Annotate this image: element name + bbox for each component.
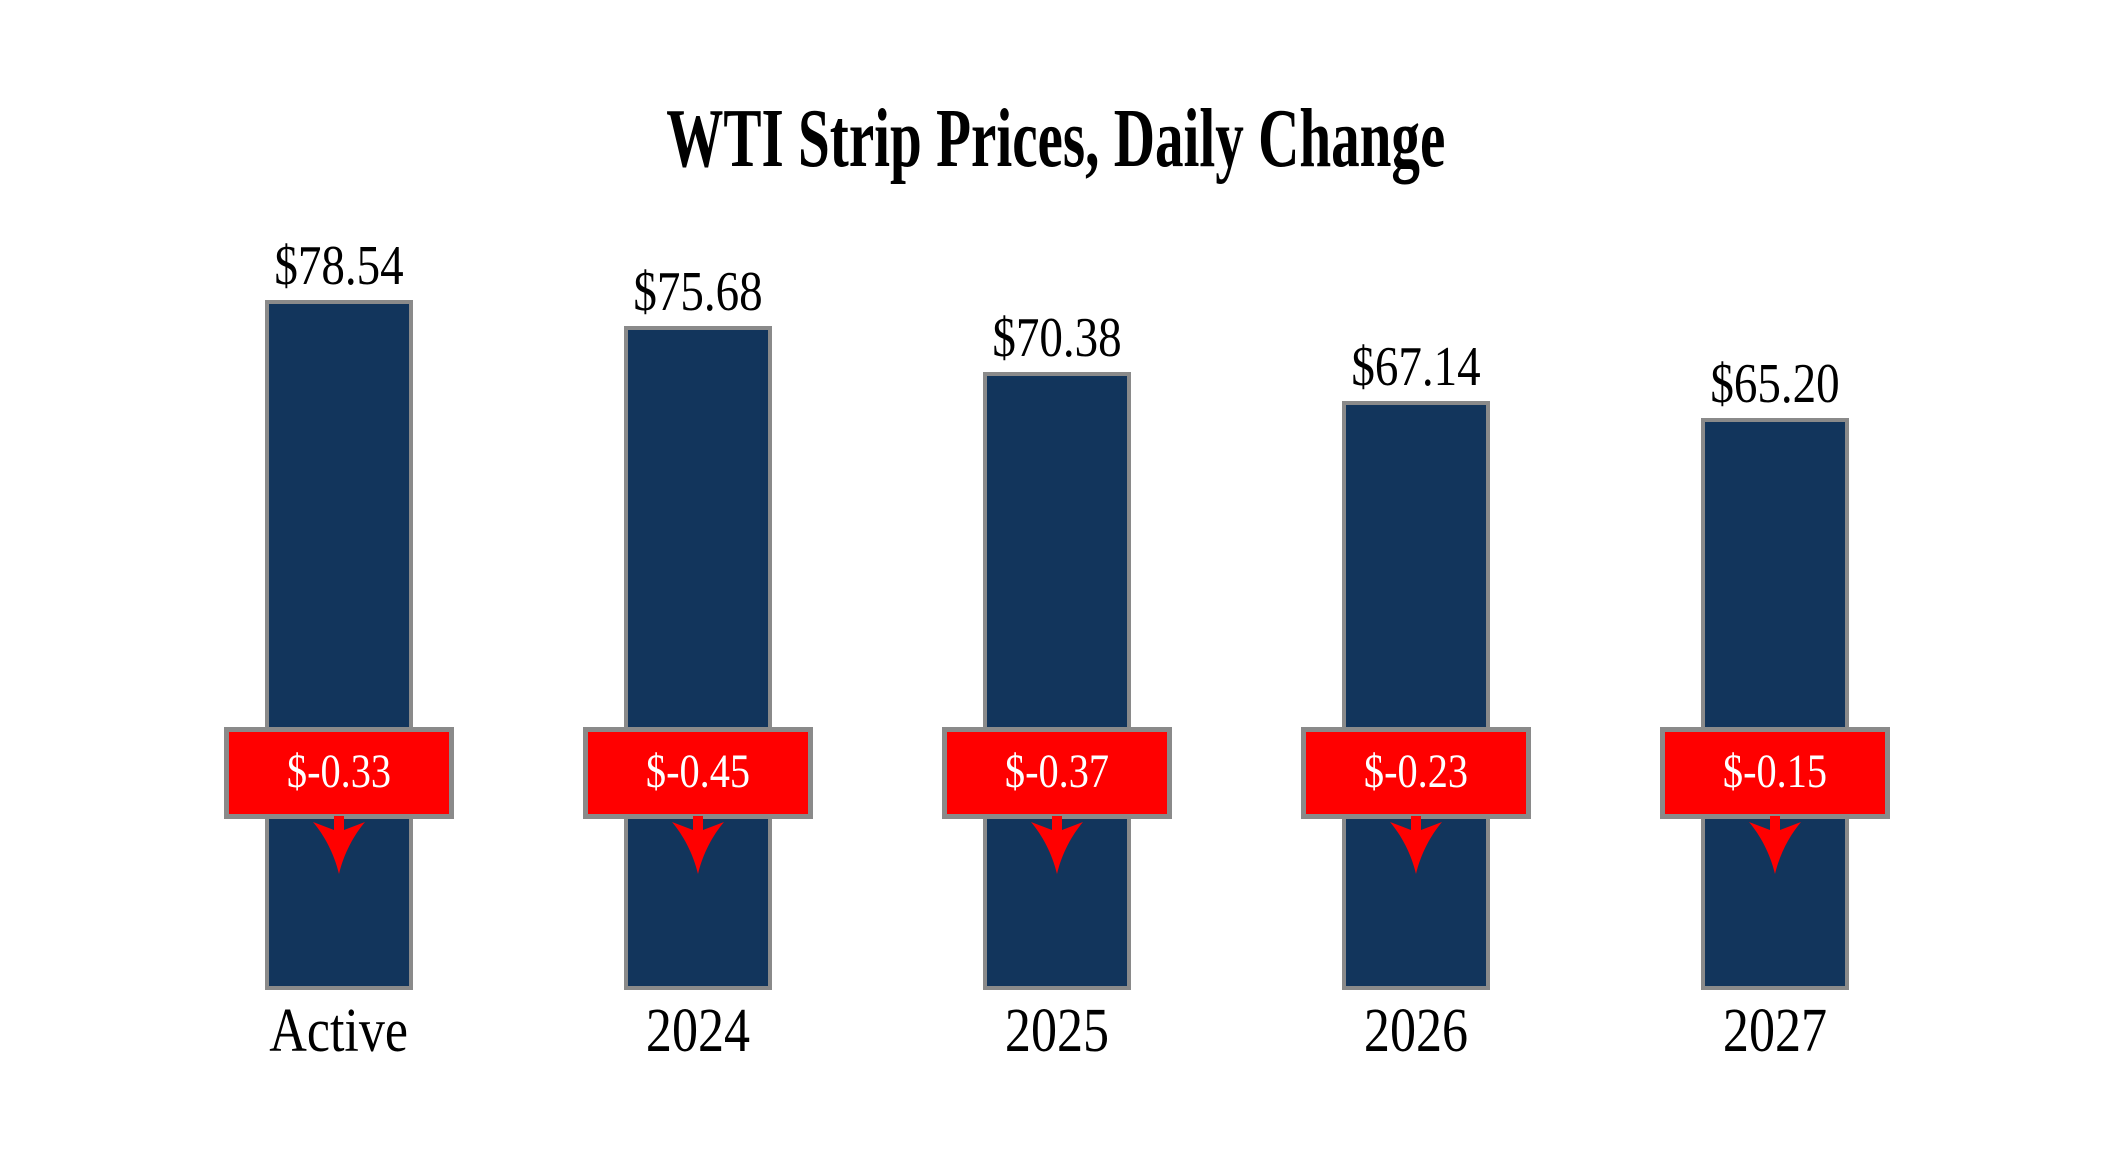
change-badge-label: $-0.15 (1722, 745, 1828, 798)
category-label-text: 2026 (1363, 997, 1469, 1065)
bar (265, 300, 413, 990)
change-badge-label: $-0.23 (1363, 745, 1469, 798)
price-label: $67.14 (1256, 335, 1576, 399)
category-label-text: Active (269, 997, 409, 1065)
change-badge: $-0.33 (224, 727, 454, 819)
bar (1701, 418, 1849, 990)
price-label-text: $67.14 (1351, 336, 1481, 398)
price-label-text: $75.68 (633, 261, 763, 323)
category-label-text: 2024 (645, 997, 751, 1065)
price-label: $70.38 (897, 306, 1217, 370)
category-label: Active (179, 996, 499, 1066)
category-label-text: 2025 (1004, 997, 1110, 1065)
bar (624, 326, 772, 990)
bar (983, 372, 1131, 990)
change-badge-label: $-0.45 (645, 745, 751, 798)
chart-title: WTI Strip Prices, Daily Change (0, 97, 2112, 181)
change-badge-label: $-0.33 (286, 745, 392, 798)
bar (1342, 401, 1490, 990)
price-label-text: $65.20 (1710, 353, 1840, 415)
price-label: $78.54 (179, 234, 499, 298)
category-label: 2027 (1615, 996, 1935, 1066)
price-label: $65.20 (1615, 352, 1935, 416)
change-badge-label: $-0.37 (1004, 745, 1110, 798)
down-arrow-icon (1029, 816, 1085, 874)
change-badge: $-0.15 (1660, 727, 1890, 819)
price-label: $75.68 (538, 260, 858, 324)
change-badge: $-0.37 (942, 727, 1172, 819)
price-label-text: $70.38 (992, 307, 1122, 369)
price-label-text: $78.54 (274, 235, 404, 297)
category-label: 2024 (538, 996, 858, 1066)
category-label: 2026 (1256, 996, 1576, 1066)
down-arrow-icon (670, 816, 726, 874)
change-badge: $-0.45 (583, 727, 813, 819)
down-arrow-icon (311, 816, 367, 874)
category-label: 2025 (897, 996, 1217, 1066)
chart-title-text: WTI Strip Prices, Daily Change (666, 92, 1446, 185)
category-label-text: 2027 (1722, 997, 1828, 1065)
down-arrow-icon (1747, 816, 1803, 874)
down-arrow-icon (1388, 816, 1444, 874)
change-badge: $-0.23 (1301, 727, 1531, 819)
